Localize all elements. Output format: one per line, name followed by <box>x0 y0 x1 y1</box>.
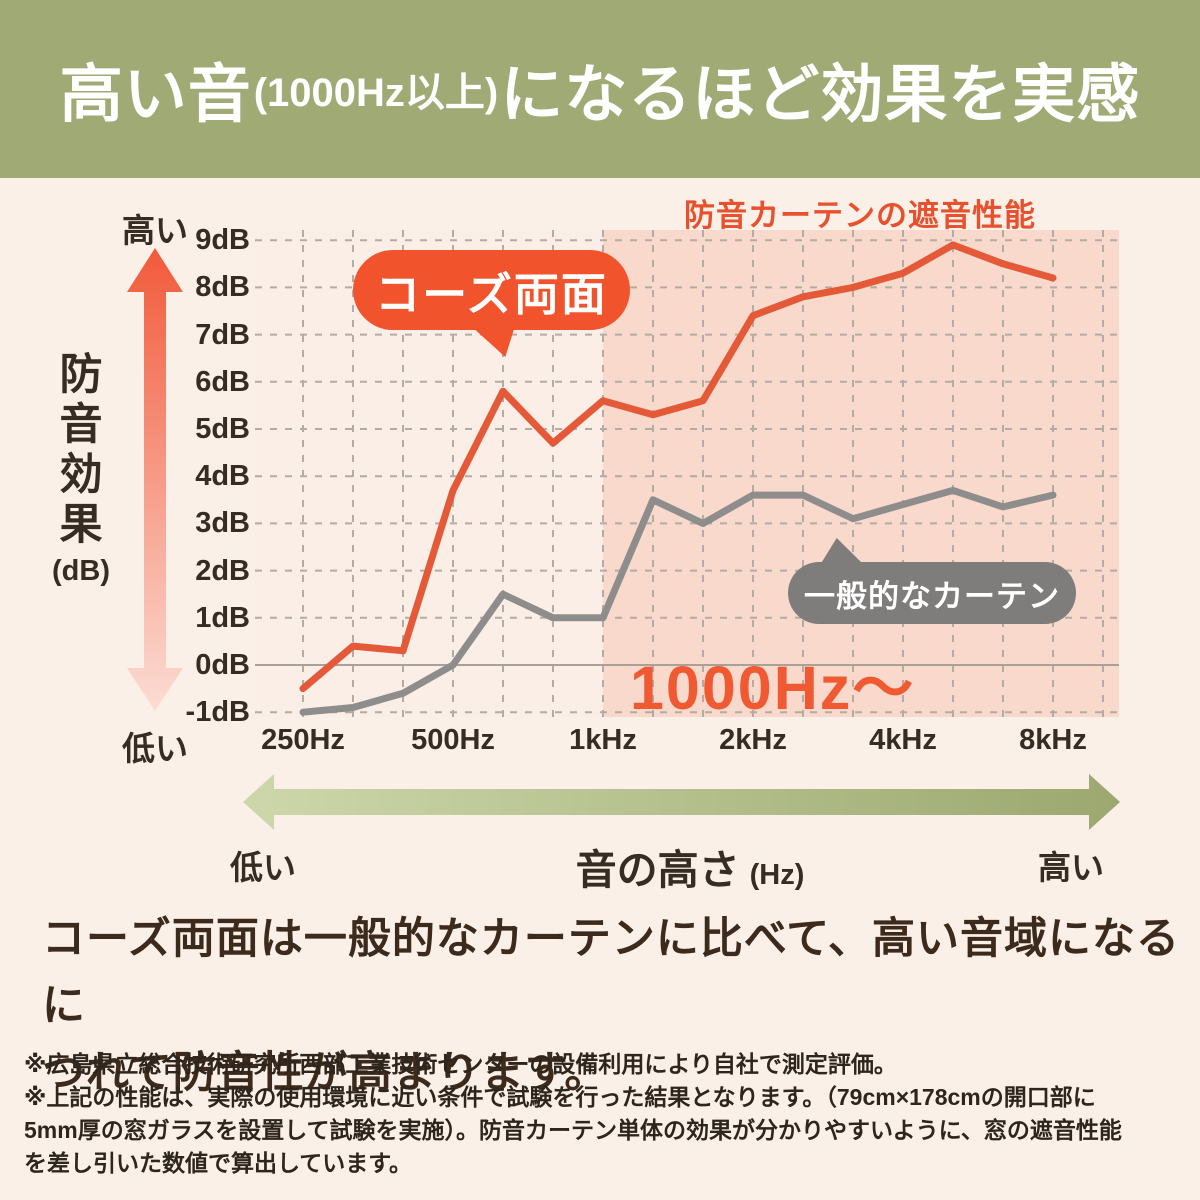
x-axis-low-label: 低い <box>230 849 296 886</box>
y-axis-title-char: 果 <box>59 501 103 549</box>
y-axis-title: 防 音 効 果 (dB) <box>48 350 114 588</box>
y-tick-label: 0dB <box>195 649 250 681</box>
x-axis-title-group: 音の高さ (Hz) <box>500 836 880 896</box>
description-paragraph: コーズ両面は一般的なカーテンに比べて、高い音域になるに つれて防音性が高まります… <box>42 906 1182 1107</box>
x-axis-high-label: 高い <box>1038 849 1104 886</box>
footnote-line: 5mm厚の窓ガラスを設置して試験を実施）。防音カーテン単体の効果が分かりやすいよ… <box>24 1117 1122 1143</box>
header-title-part-large-2: になるほど効果を実感 <box>500 59 1141 130</box>
y-tick-label: 8dB <box>195 271 250 304</box>
y-tick-label: 1dB <box>195 601 250 634</box>
chart-title: 防音カーテンの遮音性能 <box>684 198 1036 233</box>
footnote-line: ※上記の性能は、実際の使用環境に近い条件で試験を行った結果となります。（79cm… <box>24 1084 1096 1110</box>
y-axis-unit: (dB) <box>52 555 110 587</box>
description-line: コーズ両面は一般的なカーテンに比べて、高い音域になるに <box>42 915 1180 1030</box>
y-tick-label: 5dB <box>195 413 250 445</box>
x-tick-label: 2kHz <box>719 724 787 756</box>
y-axis-high-label: 高い <box>122 212 188 249</box>
y-tick-label: 6dB <box>195 365 250 398</box>
highlight-region-label: 1000Hz〜 <box>630 654 916 722</box>
header-title-part-large-1: 高い音 <box>59 59 252 130</box>
header-banner: 高い音 (1000Hz以上) になるほど効果を実感 <box>0 0 1200 178</box>
x-tick-label: 250Hz <box>261 724 345 756</box>
y-tick-label: 2dB <box>195 554 250 587</box>
x-tick-label: 4kHz <box>869 724 937 756</box>
generic-series-line <box>299 486 1057 716</box>
generic-series-label-bubble: 一般的なカーテン <box>788 562 1076 624</box>
description-line: つれて防音性が高まります。 <box>42 1049 609 1097</box>
footnotes: ※広島県立総合技術研究所西部工業技術センターの設備利用により自社で測定評価。 ※… <box>24 1048 1189 1180</box>
vertical-effect-arrow <box>127 248 183 711</box>
y-axis-low-label: 低い <box>122 730 188 767</box>
x-axis-title: 音の高さ <box>575 847 740 893</box>
y-axis-title-char: 音 <box>59 401 103 449</box>
highlight-region-1000hz-plus <box>603 230 1119 717</box>
header-title-part-small: (1000Hz以上) <box>253 71 499 115</box>
y-tick-label: 7dB <box>195 318 250 351</box>
x-tick-label: 8kHz <box>1019 724 1087 756</box>
product-series-line <box>299 241 1057 693</box>
footnote-line: ※広島県立総合技術研究所西部工業技術センターの設備利用により自社で測定評価。 <box>24 1051 897 1077</box>
y-tick-label: -1dB <box>185 696 250 729</box>
footnote-line: を差し引いた数値で算出しています。 <box>24 1150 413 1176</box>
x-axis-unit: (Hz) <box>749 859 805 891</box>
y-axis-title-char: 防 <box>59 351 103 399</box>
x-tick-label: 500Hz <box>411 724 495 756</box>
x-tick-label: 1kHz <box>569 724 637 756</box>
y-tick-label: 9dB <box>195 224 250 257</box>
product-series-label-bubble: コーズ両面 <box>353 250 630 330</box>
data-series-lines <box>299 241 1057 716</box>
y-tick-label: 3dB <box>195 507 250 540</box>
vertical-gridlines <box>302 230 1104 717</box>
y-tick-label: 4dB <box>195 460 250 493</box>
horizontal-frequency-arrow <box>243 774 1120 830</box>
y-axis-title-char: 効 <box>59 451 103 499</box>
